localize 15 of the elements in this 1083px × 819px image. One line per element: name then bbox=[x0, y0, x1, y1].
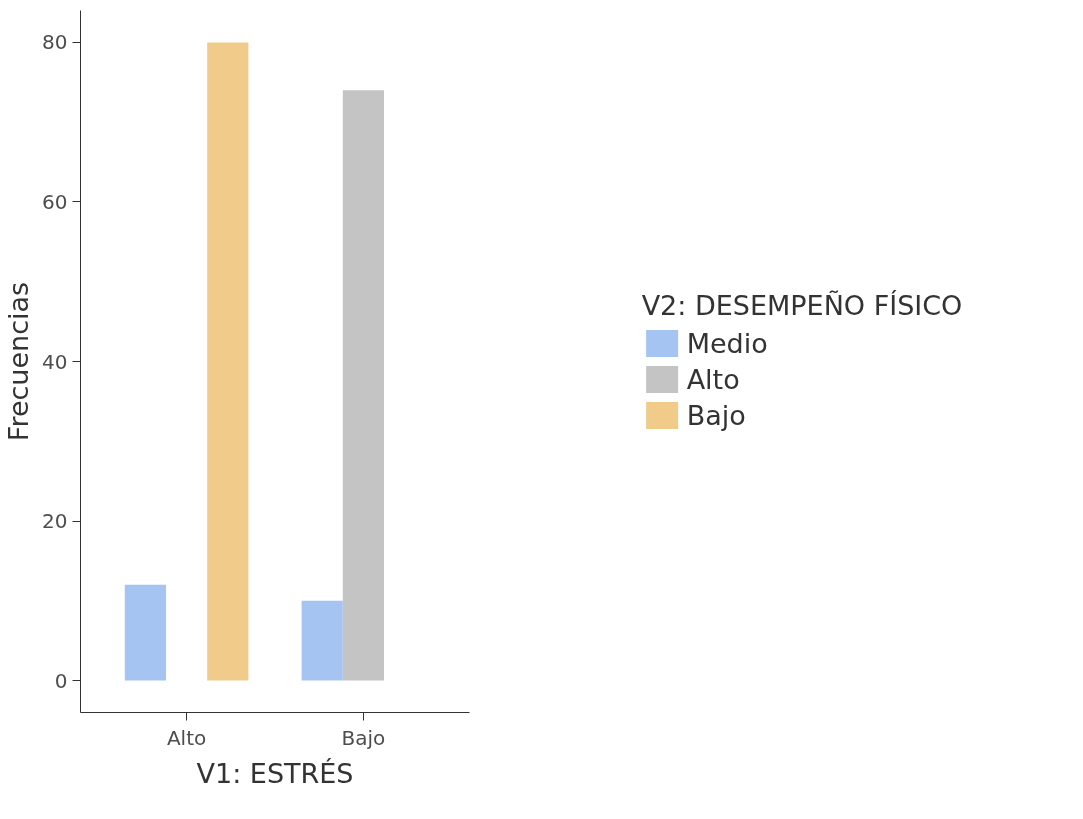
x-axis-title: V1: ESTRÉS bbox=[196, 757, 354, 789]
y-tick-label: 60 bbox=[42, 189, 68, 214]
y-tick-label: 80 bbox=[42, 30, 68, 55]
legend-title: V2: DESEMPEÑO FÍSICO bbox=[641, 290, 963, 321]
bar bbox=[342, 90, 385, 681]
bar bbox=[124, 584, 166, 681]
y-axis-title: Frecuencias bbox=[3, 281, 35, 442]
y-tick-label: 20 bbox=[42, 509, 68, 534]
bar bbox=[207, 42, 249, 681]
bar bbox=[301, 600, 343, 681]
legend-label: Medio bbox=[686, 327, 768, 359]
y-tick-label: 40 bbox=[42, 349, 68, 374]
legend-label: Alto bbox=[686, 363, 740, 395]
y-tick-label: 0 bbox=[54, 668, 68, 693]
legend-label: Bajo bbox=[686, 399, 746, 431]
